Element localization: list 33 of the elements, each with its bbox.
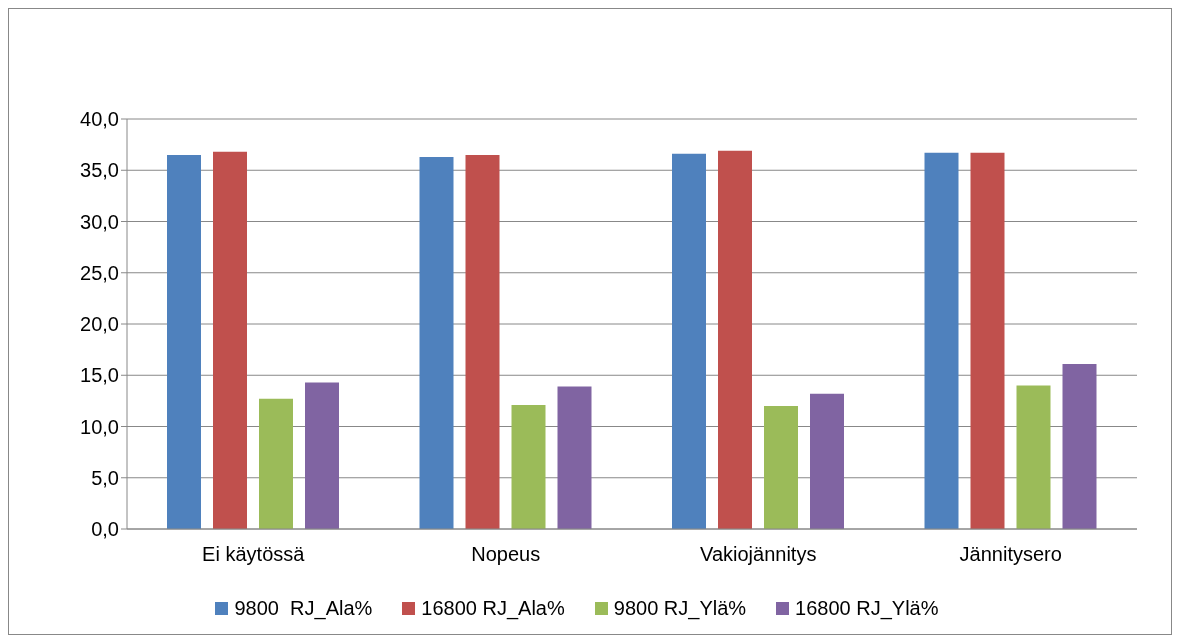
x-tick-label: Ei käytössä xyxy=(202,543,306,566)
bar xyxy=(305,382,339,529)
legend-label: 9800 RJ_Ylä% xyxy=(613,597,747,620)
legend-label: 9800 RJ_Ala% xyxy=(234,597,373,620)
bar xyxy=(924,152,959,529)
bar xyxy=(511,404,546,529)
x-tick-label: Jännitysero xyxy=(959,543,1062,566)
bar xyxy=(672,153,706,529)
bar xyxy=(1062,363,1097,529)
bar xyxy=(465,154,500,529)
y-tick-label: 5,0 xyxy=(91,466,119,489)
bar xyxy=(1016,385,1051,529)
bar xyxy=(718,150,752,529)
bar xyxy=(970,152,1005,529)
y-tick-label: 25,0 xyxy=(80,261,119,284)
bar xyxy=(259,398,293,529)
legend-label: 16800 RJ_Ala% xyxy=(421,597,565,620)
bar xyxy=(419,156,454,529)
x-tick-label: Nopeus xyxy=(471,543,541,566)
y-tick-label: 35,0 xyxy=(80,159,119,182)
bar xyxy=(167,154,201,529)
y-tick-label: 40,0 xyxy=(80,108,119,131)
bar xyxy=(810,393,844,529)
legend-label: 16800 RJ_Ylä% xyxy=(795,597,939,620)
bar xyxy=(557,386,592,529)
y-tick-label: 0,0 xyxy=(91,518,119,541)
y-tick-label: 20,0 xyxy=(80,313,119,336)
y-tick-label: 30,0 xyxy=(80,210,119,233)
x-tick-label: Vakiojännitys xyxy=(700,543,817,566)
y-tick-label: 15,0 xyxy=(80,364,119,387)
bar xyxy=(764,406,798,529)
bar xyxy=(213,151,247,529)
y-tick-label: 10,0 xyxy=(80,415,119,438)
